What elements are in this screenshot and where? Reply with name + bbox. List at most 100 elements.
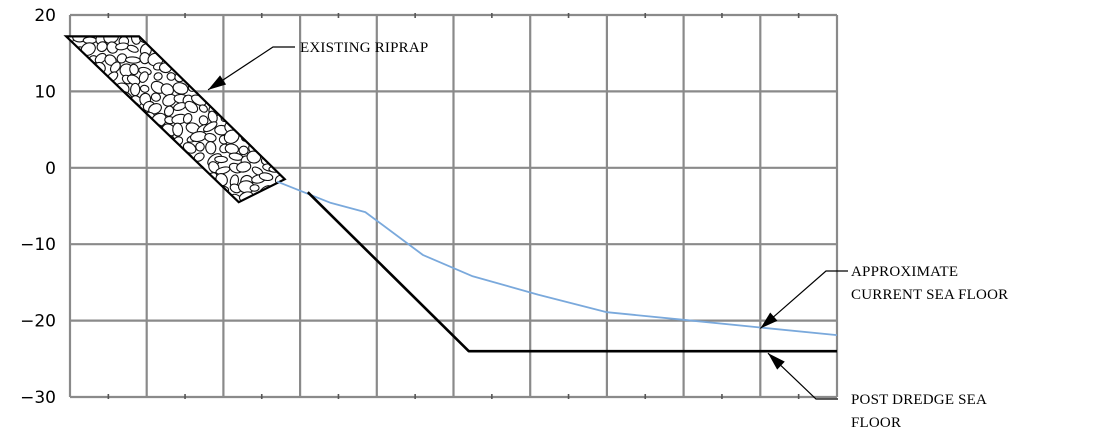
riprap-rock	[85, 74, 96, 87]
riprap-rock	[71, 161, 86, 172]
riprap-rock	[249, 84, 260, 95]
riprap-rock	[139, 153, 151, 165]
riprap-rock	[173, 203, 189, 215]
riprap-rock	[72, 74, 87, 88]
riprap-rock	[273, 113, 285, 126]
riprap-rock	[174, 180, 184, 194]
riprap-rock	[129, 143, 143, 156]
riprap-rock	[126, 74, 141, 86]
riprap-rock	[197, 36, 211, 44]
riprap-rock	[129, 164, 142, 177]
riprap-rock	[76, 124, 89, 136]
riprap-rock	[69, 143, 86, 152]
riprap-rock	[127, 135, 139, 144]
riprap-rock	[173, 42, 186, 55]
riprap-rock	[272, 144, 283, 155]
riprap-rock	[280, 153, 285, 162]
riprap-rock	[175, 152, 188, 164]
riprap-rock	[120, 144, 131, 153]
riprap-rock	[207, 202, 221, 216]
riprap-rock	[83, 174, 98, 187]
riprap-rock	[131, 203, 143, 216]
riprap-rock	[83, 112, 101, 123]
riprap-rock	[215, 204, 227, 215]
riprap-rock	[166, 72, 176, 81]
riprap-rock	[285, 94, 296, 103]
riprap-rock	[129, 63, 139, 76]
riprap-rock	[226, 73, 238, 87]
riprap-rock	[194, 44, 208, 57]
riprap-rock	[172, 122, 184, 137]
riprap-rock	[262, 133, 278, 148]
riprap-rock	[149, 162, 166, 177]
y-tick-label: 20	[34, 6, 56, 26]
riprap-rock	[162, 192, 174, 202]
riprap-rock	[116, 132, 132, 147]
riprap-label: EXISTING RIPRAP	[300, 40, 428, 56]
riprap-rock	[162, 155, 174, 168]
riprap-rock	[81, 194, 97, 203]
riprap-rock	[236, 44, 253, 56]
riprap-rock	[208, 63, 221, 76]
riprap-rock	[75, 153, 87, 168]
riprap-rock	[192, 62, 209, 74]
riprap-rock	[126, 44, 139, 53]
riprap-rock	[248, 36, 263, 46]
riprap-rock	[83, 144, 95, 154]
riprap-rock	[247, 96, 263, 106]
riprap-rock	[130, 153, 141, 164]
riprap-rock	[66, 175, 80, 184]
riprap-outline	[63, 35, 287, 204]
riprap-rock	[272, 120, 285, 133]
riprap-rock	[142, 133, 154, 141]
current-sea-floor-arrowhead	[760, 312, 778, 329]
riprap-rock	[205, 183, 218, 194]
riprap-rock	[119, 175, 134, 183]
riprap-rock	[271, 44, 282, 54]
riprap-rock	[248, 109, 264, 124]
riprap-rock	[109, 124, 120, 134]
riprap-rock	[106, 144, 118, 153]
riprap-rock	[94, 52, 107, 64]
riprap-rock	[274, 72, 285, 86]
riprap-rock	[66, 53, 74, 67]
riprap-rock	[205, 141, 217, 155]
riprap-rock	[150, 206, 160, 214]
riprap-rock	[108, 112, 124, 125]
riprap-rock	[139, 84, 150, 93]
riprap-rock	[284, 73, 285, 87]
y-tick-label: −30	[20, 388, 56, 408]
riprap-rock	[283, 142, 285, 154]
riprap-rock	[268, 51, 285, 65]
riprap-rock	[116, 202, 130, 213]
riprap-rock	[119, 101, 130, 114]
riprap-rock	[132, 172, 145, 183]
riprap-rock	[108, 103, 123, 117]
riprap-rock	[116, 53, 128, 64]
riprap-rock	[66, 61, 75, 74]
riprap-rock	[181, 36, 194, 43]
riprap-rock	[149, 155, 161, 167]
riprap-rock	[154, 132, 165, 145]
riprap-rock	[150, 92, 162, 102]
riprap-arrowhead	[208, 75, 227, 90]
riprap-rock	[251, 52, 267, 65]
riprap-rock	[235, 80, 251, 94]
riprap-rock	[115, 193, 128, 203]
riprap-rock	[151, 36, 162, 45]
riprap-rock	[272, 136, 284, 145]
riprap-rock	[225, 41, 243, 53]
riprap-rock	[185, 181, 197, 194]
riprap-rock	[66, 91, 76, 106]
riprap-rock	[164, 36, 176, 45]
riprap-rock	[83, 82, 95, 92]
riprap-rock	[165, 146, 175, 155]
riprap-rock	[152, 186, 168, 196]
riprap-rock	[195, 71, 212, 84]
post-dredge-arrowhead	[767, 353, 785, 370]
riprap-rock	[217, 42, 234, 56]
y-tick-label: 10	[34, 82, 56, 102]
riprap-rock	[83, 184, 94, 193]
series-layer	[276, 180, 838, 353]
